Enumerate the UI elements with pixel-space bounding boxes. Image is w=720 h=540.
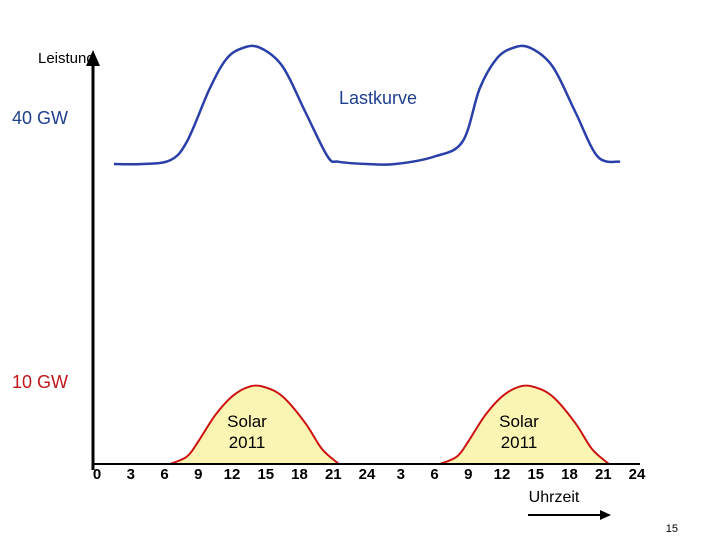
solar-curve-2 — [439, 384, 610, 465]
solar-area-group — [169, 384, 610, 465]
x-tick-label: 6 — [160, 466, 168, 483]
solar-area-1 — [170, 385, 339, 464]
solar-area-2 — [440, 385, 609, 464]
x-tick-label: 24 — [629, 466, 646, 483]
x-tick-label: 0 — [93, 466, 101, 483]
x-tick-labels: 0 3 6 9 12 15 18 21 24 3 6 9 12 15 18 21 24 — [93, 466, 646, 483]
x-tick-label: 21 — [595, 466, 612, 483]
page-number: 15 — [666, 523, 678, 535]
y-ref-label-40gw: 40 GW — [12, 108, 68, 128]
series-label-solar-2: Solar 2011 — [499, 412, 539, 452]
x-tick-label: 3 — [127, 466, 135, 483]
x-tick-label: 3 — [397, 466, 405, 483]
x-tick-label: 18 — [291, 466, 308, 483]
load-curve-group — [113, 44, 621, 166]
solar-2-line2: 2011 — [501, 433, 538, 452]
x-axis-label: Uhrzeit — [529, 489, 580, 506]
x-tick-label: 15 — [257, 466, 274, 483]
x-tick-label: 21 — [325, 466, 342, 483]
x-tick-label: 15 — [527, 466, 544, 483]
series-label-lastkurve: Lastkurve — [339, 88, 417, 108]
x-tick-label: 9 — [194, 466, 202, 483]
x-tick-label: 9 — [464, 466, 472, 483]
x-tick-label: 24 — [359, 466, 376, 483]
x-tick-label: 12 — [224, 466, 241, 483]
y-axis-label: Leistung — [38, 50, 95, 67]
solar-1-line2: 2011 — [229, 433, 266, 452]
x-axis-direction-arrowhead-icon — [600, 510, 611, 520]
series-label-solar-1: Solar 2011 — [227, 412, 267, 452]
x-tick-label: 12 — [494, 466, 511, 483]
solar-curve-1 — [169, 384, 340, 465]
y-axis-arrow-icon — [86, 50, 100, 66]
solar-1-line1: Solar — [227, 412, 267, 431]
x-tick-label: 6 — [430, 466, 438, 483]
x-tick-label: 18 — [561, 466, 578, 483]
load-curve-line — [113, 44, 621, 166]
solar-2-line1: Solar — [499, 412, 539, 431]
y-ref-label-10gw: 10 GW — [12, 372, 68, 392]
